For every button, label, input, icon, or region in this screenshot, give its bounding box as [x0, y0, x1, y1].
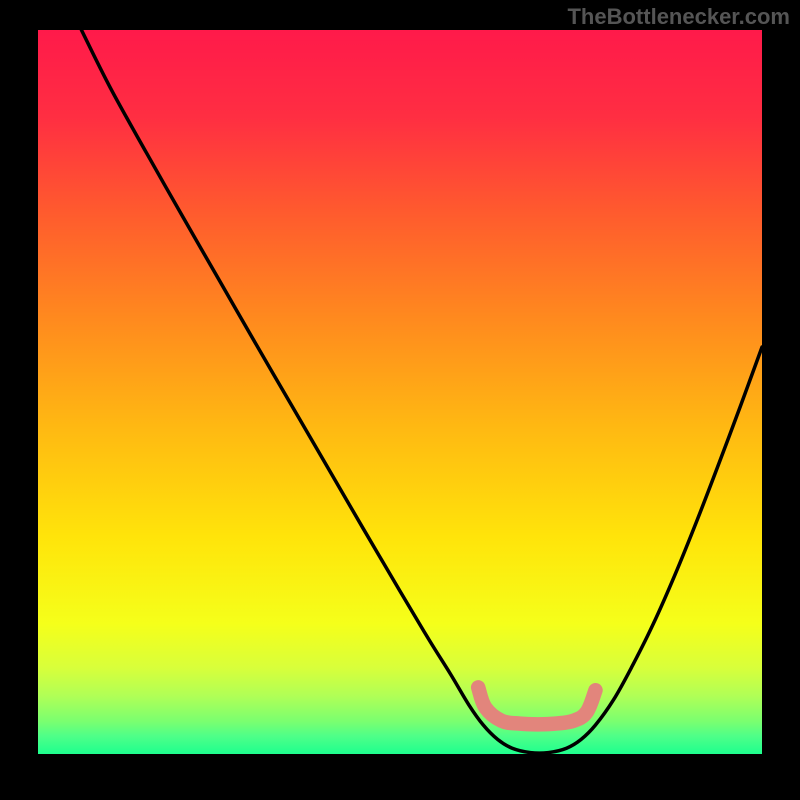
watermark-text: TheBottlenecker.com	[567, 4, 790, 30]
chart-svg	[38, 30, 762, 754]
chart-plot-area	[38, 30, 762, 754]
chart-background	[38, 30, 762, 754]
